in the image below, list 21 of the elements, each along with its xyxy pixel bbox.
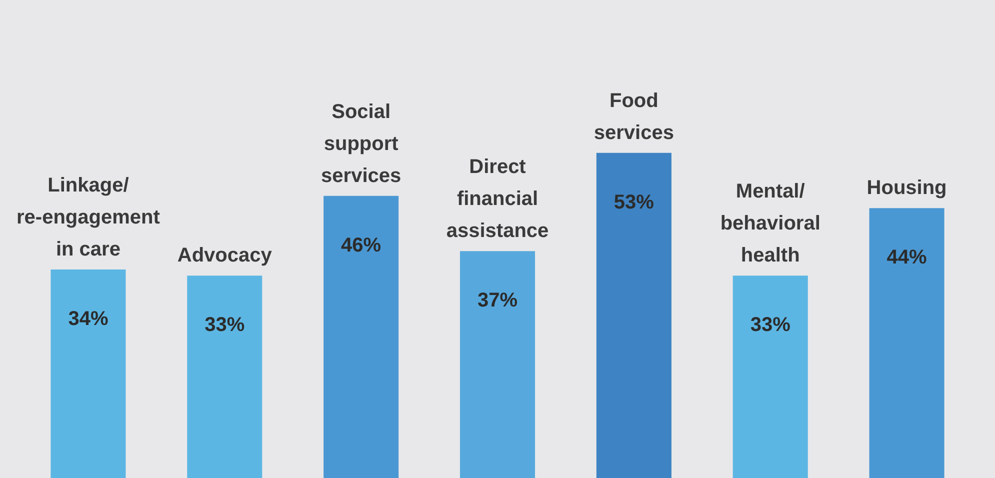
x-tick-label: Direct financial assistance <box>446 156 549 242</box>
data-label: 34% <box>68 308 108 330</box>
data-label: 33% <box>750 314 791 336</box>
bar <box>732 276 808 478</box>
x-tick-label: Social support services <box>321 100 402 187</box>
x-tick-label: Advocacy <box>177 244 273 267</box>
bar <box>187 276 262 478</box>
data-label: 53% <box>614 191 654 214</box>
data-label: 46% <box>341 234 382 256</box>
data-label: 44% <box>886 246 928 269</box>
x-tick-label: Housing <box>866 177 947 200</box>
x-tick-label: Food services <box>594 90 674 144</box>
bar <box>50 269 126 478</box>
bar <box>869 208 944 478</box>
x-tick-label: Mental/ behavioral health <box>720 180 820 267</box>
bar <box>596 152 672 478</box>
x-tick-label: Linkage/ re-engagement in care <box>16 174 160 260</box>
bar <box>324 196 399 478</box>
data-label: 33% <box>204 314 245 336</box>
bar <box>460 251 536 478</box>
data-label: 37% <box>477 290 518 312</box>
